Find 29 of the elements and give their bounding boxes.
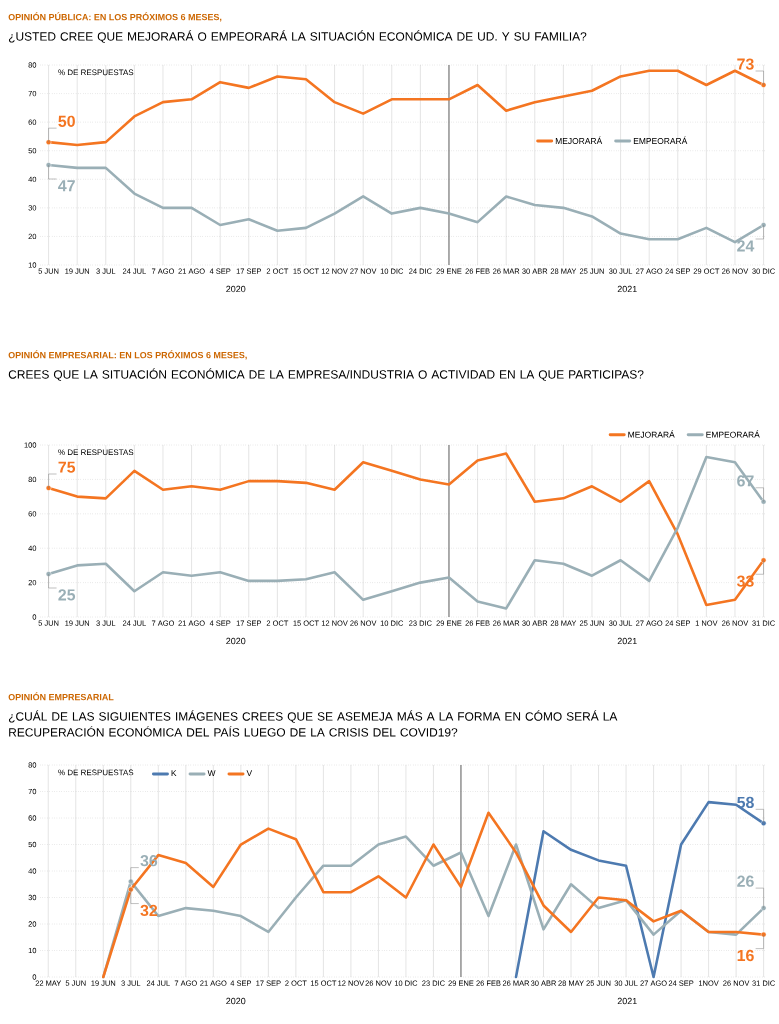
legend-label: MEJORARÁ: [556, 136, 603, 145]
chart-subtitle: ¿CUÁL DE LAS SIGUIENTES IMÁGENES CREES QUE SE ASEMEJA MÁS A LA FORMA EN CÓMO SERÁ LA RECUPERACIÓN ECONÓMICA DEL PAÍS LUEGO DE LA CRISIS DEL COVID19?: [9, 710, 618, 737]
annotation: 50: [58, 115, 76, 127]
chart-title: OPINIÓN EMPRESARIAL: [8, 692, 114, 701]
legend-label: W: [207, 770, 216, 777]
annotation: 75: [58, 461, 76, 473]
annotation: 16: [737, 949, 755, 962]
text: 2020: [226, 637, 246, 645]
text: 2020: [226, 997, 246, 1005]
annotation: 24: [737, 240, 755, 252]
annotation: 25: [58, 589, 76, 601]
annotation: 47: [58, 180, 76, 192]
point: [128, 886, 134, 893]
chart-title: OPINIÓN EMPRESARIAL: EN LOS PRÓXIMOS 6 MESES,: [8, 350, 247, 360]
annotation: 32: [140, 904, 158, 917]
text: 2020: [226, 285, 246, 293]
annotation: 73: [737, 58, 754, 70]
chart-subtitle: CREES QUE LA SITUACIÓN ECONÓMICA DE LA EMPRESA/INDUSTRIA O ACTIVIDAD EN LA QUE PARTICIPAS?: [9, 368, 644, 381]
text: 2021: [617, 285, 637, 293]
legend-label: EMPEORARÁ: [706, 430, 761, 438]
annotation: 26: [737, 875, 755, 887]
legend-label: K: [171, 770, 177, 777]
chart-subtitle: ¿USTED CREE QUE MEJORARÁ O EMPEORARÁ LA SITUACIÓN ECONÓMICA DE UD. Y SU FAMILIA?: [9, 30, 587, 43]
text: 2021: [617, 637, 637, 645]
legend-label: MEJORARÁ: [628, 430, 675, 438]
legend-label: EMPEORARÁ: [634, 136, 688, 145]
chart-title: OPINIÓN PÚBLICA: EN LOS PRÓXIMOS 6 MESES,: [8, 12, 222, 22]
legend-label: V: [246, 770, 253, 777]
text: 2021: [617, 997, 637, 1005]
